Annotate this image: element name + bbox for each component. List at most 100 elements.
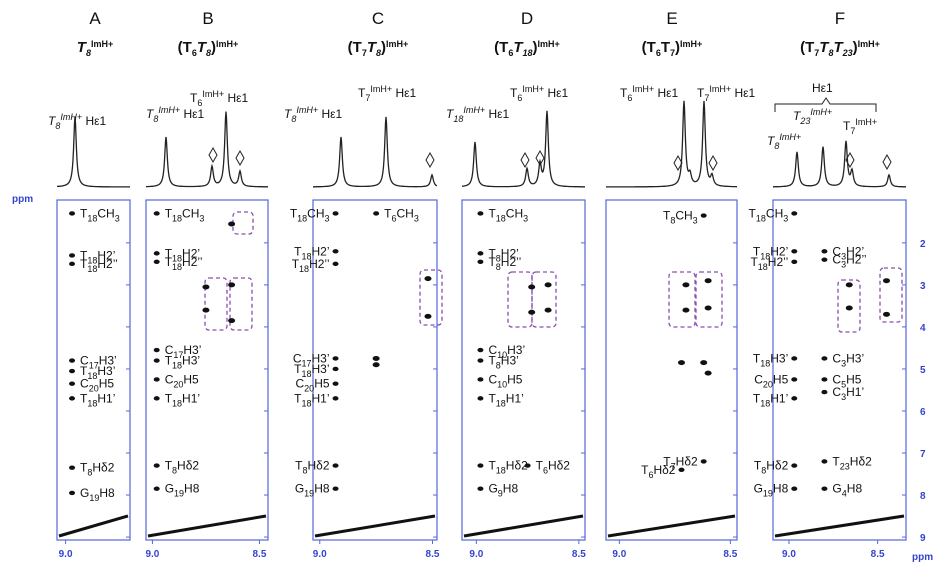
spectrum-2d-frame bbox=[56, 199, 131, 541]
cross-peak bbox=[704, 305, 712, 311]
assignment-label: T6Hδ2 bbox=[536, 459, 571, 476]
spectrum-1d bbox=[773, 140, 906, 188]
cross-peak bbox=[69, 358, 76, 363]
diamond-marker bbox=[425, 151, 435, 169]
diamond-marker bbox=[882, 153, 892, 171]
text-segment: 3 bbox=[115, 213, 120, 223]
cross-peak bbox=[477, 396, 484, 401]
spectrum-2d-frame bbox=[461, 199, 586, 541]
assignment-label: T7Hδ2 bbox=[663, 454, 698, 471]
text-segment: T bbox=[754, 459, 762, 473]
text-segment: H3’ bbox=[183, 343, 201, 357]
cross-peak bbox=[700, 213, 707, 218]
text-segment: CH bbox=[182, 206, 199, 220]
assignment-label: T23Hδ2 bbox=[832, 454, 872, 471]
text-segment: 3 bbox=[783, 213, 788, 223]
cross-peak bbox=[332, 211, 339, 216]
cross-peak bbox=[524, 463, 531, 468]
text-segment: T bbox=[294, 244, 302, 258]
cross-peak bbox=[332, 463, 339, 468]
text-segment: 18 bbox=[496, 398, 506, 408]
panel-letter: F bbox=[835, 9, 845, 28]
text-segment: T bbox=[190, 91, 198, 105]
assignment-label: T18H3’ bbox=[80, 364, 115, 381]
text-segment: CH bbox=[675, 209, 692, 223]
text-segment: T bbox=[793, 109, 802, 123]
panel-title: (T7T8)ImH+ bbox=[348, 39, 409, 58]
spectrum-1d bbox=[146, 111, 268, 188]
text-segment: 5 bbox=[841, 379, 846, 389]
text-segment: 18 bbox=[302, 251, 312, 261]
spectrum-2d-frame bbox=[145, 199, 269, 541]
cross-peak bbox=[228, 318, 236, 324]
cross-peak bbox=[845, 305, 853, 311]
panel-letter: A bbox=[89, 9, 101, 28]
text-segment: H2’ bbox=[97, 248, 115, 262]
text-segment: 20 bbox=[173, 379, 183, 389]
highlight-box bbox=[229, 277, 253, 331]
text-segment: 18 bbox=[87, 213, 97, 223]
text-segment: T bbox=[165, 246, 173, 260]
text-segment: 6 bbox=[517, 93, 522, 103]
cross-peak bbox=[202, 284, 210, 290]
text-segment: 18 bbox=[760, 398, 770, 408]
text-segment: ImH+ bbox=[296, 105, 318, 115]
text-segment: ) bbox=[853, 39, 858, 56]
cross-peak bbox=[332, 381, 339, 386]
text-segment: T bbox=[384, 206, 392, 220]
spectrum-label: T18ImH+ Hε1 bbox=[446, 105, 509, 124]
assignment-label: T6CH3 bbox=[384, 206, 419, 223]
text-segment: Hε1 bbox=[812, 81, 833, 95]
text-segment: H2’’ bbox=[501, 255, 521, 269]
text-segment: (T bbox=[494, 39, 508, 56]
cross-peak bbox=[332, 366, 339, 372]
text-segment: 17 bbox=[89, 361, 99, 371]
diamond-marker bbox=[535, 149, 545, 167]
text-segment: T bbox=[663, 209, 671, 223]
text-segment: ImH+ bbox=[216, 39, 238, 49]
text-segment: 18 bbox=[760, 251, 770, 261]
text-segment: H8 bbox=[314, 482, 330, 496]
text-segment: H1’ bbox=[846, 385, 864, 399]
text-segment: T bbox=[488, 459, 496, 473]
text-segment: H1’ bbox=[312, 391, 330, 405]
cross-peak bbox=[153, 347, 160, 353]
y-tick-label: 8 bbox=[920, 491, 926, 502]
text-segment: 18 bbox=[172, 361, 182, 371]
text-segment: ImH+ bbox=[386, 39, 408, 49]
text-segment: (T bbox=[642, 39, 656, 56]
cross-peak bbox=[682, 307, 690, 313]
text-segment: C bbox=[80, 377, 89, 391]
text-segment: Hδ2 bbox=[676, 454, 698, 468]
text-segment: C bbox=[488, 343, 497, 357]
brace bbox=[774, 97, 877, 112]
assignment-label: G9H8 bbox=[488, 482, 518, 499]
text-segment: 17 bbox=[173, 350, 183, 360]
x-tick-label: 8.5 bbox=[572, 549, 586, 560]
assignment-label: G4H8 bbox=[832, 482, 862, 499]
text-segment: T bbox=[284, 107, 293, 121]
text-segment: CH bbox=[506, 206, 523, 220]
assignment-label: T18CH3 bbox=[488, 206, 528, 223]
spectrum-label: T8ImH+ Hε1 bbox=[284, 105, 342, 124]
text-segment: C bbox=[80, 354, 89, 368]
text-segment: T bbox=[753, 351, 761, 365]
assignment-label: T18H2’ bbox=[294, 244, 329, 261]
spectrum-1d bbox=[606, 100, 737, 188]
spectrum-label: T8ImH+ Hε1 bbox=[146, 105, 204, 124]
text-segment: G bbox=[165, 482, 174, 496]
text-segment: ) bbox=[211, 39, 216, 56]
assignment-label: T8H2’’ bbox=[488, 255, 521, 272]
text-segment: 18 bbox=[496, 213, 506, 223]
text-segment: CH bbox=[766, 206, 783, 220]
text-segment: CH bbox=[307, 206, 324, 220]
text-segment: 18 bbox=[496, 466, 506, 476]
text-segment: 7 bbox=[814, 48, 819, 58]
text-segment: 3 bbox=[841, 260, 846, 270]
text-segment: H1’ bbox=[182, 391, 200, 405]
text-segment: T bbox=[749, 206, 757, 220]
spectrum-label: T8ImH+ bbox=[767, 132, 801, 151]
text-segment: 7 bbox=[671, 461, 676, 471]
text-segment: H2’ bbox=[312, 244, 330, 258]
assignment-label: T8CH3 bbox=[663, 209, 698, 226]
